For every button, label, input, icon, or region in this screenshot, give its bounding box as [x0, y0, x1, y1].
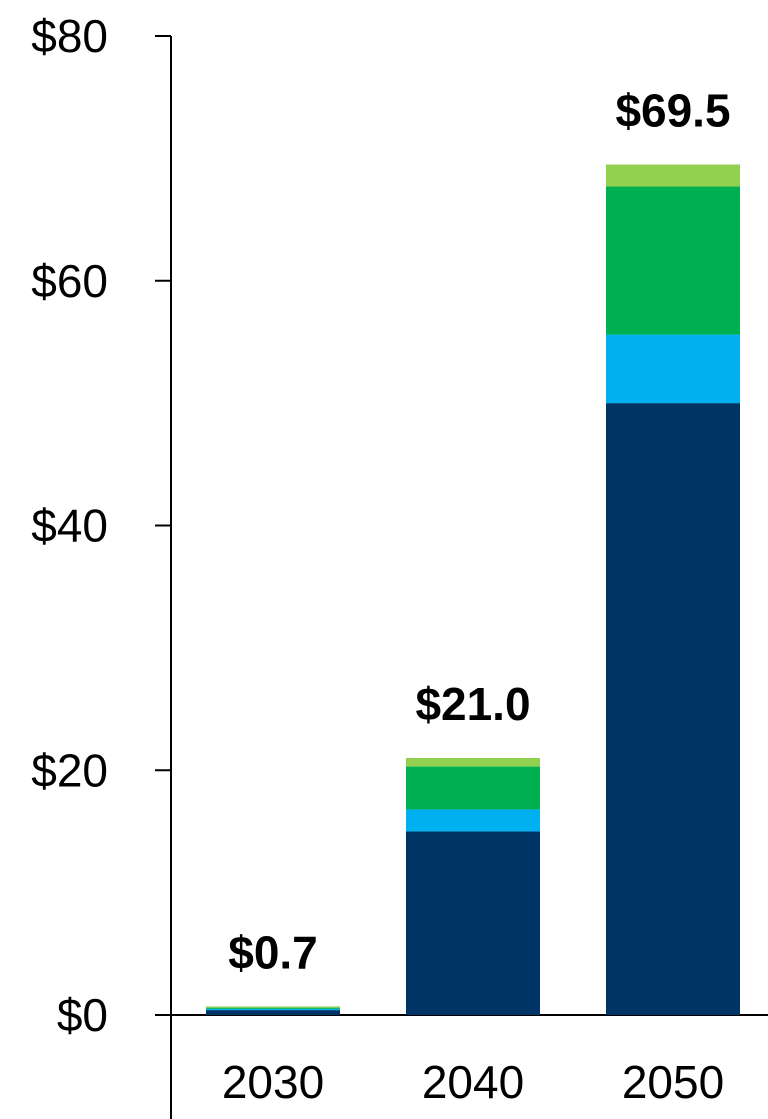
bar-stack-2050: [606, 164, 740, 1015]
total-label: $21.0: [415, 678, 530, 730]
bar-segment: [406, 758, 540, 767]
bar-segment: [206, 1008, 340, 1011]
y-tick-label: $0: [57, 989, 108, 1041]
y-tick-label: $60: [31, 255, 108, 307]
total-label: $0.7: [228, 926, 318, 978]
y-axis: $0 $20 $40 $60 $80: [31, 10, 172, 1119]
bar-segment: [406, 809, 540, 832]
bar-stack-2040: [406, 758, 540, 1015]
bar-segment: [206, 1010, 340, 1015]
bar-segment: [206, 1006, 340, 1008]
x-axis: 2030 2040 2050: [155, 1014, 768, 1108]
bar-segment: [606, 186, 740, 335]
y-tick-label: $40: [31, 500, 108, 552]
bar-segment: [406, 766, 540, 810]
y-tick-label: $80: [31, 10, 108, 62]
x-tick-label: 2030: [222, 1056, 324, 1108]
bar-segment: [606, 164, 740, 187]
bar-segment: [606, 403, 740, 1015]
y-tick-label: $20: [31, 744, 108, 796]
x-tick-label: 2040: [422, 1056, 524, 1108]
bar-segment: [206, 1007, 340, 1009]
bar-segment: [606, 334, 740, 404]
bar-stack-2030: [206, 1006, 340, 1015]
bars: [206, 164, 740, 1015]
total-label: $69.5: [615, 84, 730, 136]
x-tick-label: 2050: [622, 1056, 724, 1108]
total-labels: $0.7 $21.0 $69.5: [228, 84, 730, 978]
bar-segment: [406, 831, 540, 1015]
